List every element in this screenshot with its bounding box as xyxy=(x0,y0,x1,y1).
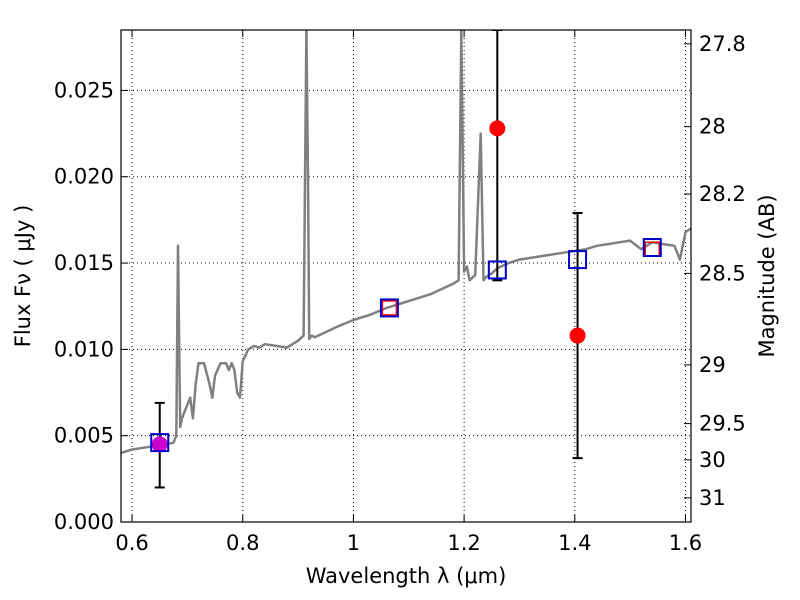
y-tick-label: 0.010 xyxy=(54,337,114,361)
model-box xyxy=(642,238,662,258)
x-axis-label: Wavelength λ (μm) xyxy=(306,564,507,588)
axes: 0.6 0.8 1 1.2 1.4 1.6 0.000 0.005 0.010 0.015 0.02… xyxy=(54,29,746,555)
y-tick-label: 0.000 xyxy=(54,510,114,534)
plot-area xyxy=(121,30,691,489)
y-tick-label: 0.015 xyxy=(54,251,114,275)
model-box xyxy=(379,298,399,318)
model-box xyxy=(568,250,588,270)
right-tick-label: 28.5 xyxy=(699,261,746,285)
magenta-point xyxy=(151,436,168,453)
right-tick-label: 29 xyxy=(699,353,726,377)
x-tick-label: 0.6 xyxy=(115,531,148,555)
model-box xyxy=(487,260,507,280)
right-axis-label: Magnitude (AB) xyxy=(755,194,779,357)
model-box xyxy=(150,433,170,453)
y-tick-label: 0.025 xyxy=(54,78,114,102)
observed-point xyxy=(489,120,506,137)
right-tick-label: 27.8 xyxy=(699,32,746,56)
spectrum-line xyxy=(121,30,691,455)
right-tick-label: 28.2 xyxy=(699,182,746,206)
grid xyxy=(121,30,691,523)
x-tick-label: 0.8 xyxy=(226,531,259,555)
x-tick-label: 1 xyxy=(347,531,360,555)
observed-point xyxy=(569,327,586,344)
right-tick-label: 30 xyxy=(699,448,726,472)
x-tick-label: 1.2 xyxy=(447,531,480,555)
model-small-square xyxy=(381,300,398,316)
right-tick-label: 28 xyxy=(699,115,726,139)
x-tick-label: 1.4 xyxy=(558,531,591,555)
plot-frame xyxy=(120,29,692,523)
y-tick-label: 0.005 xyxy=(54,424,114,448)
right-tick-label: 29.5 xyxy=(699,412,746,436)
y-axis-label: Flux Fν ( μJy ) xyxy=(11,205,35,348)
y-tick-label: 0.020 xyxy=(54,165,114,189)
x-tick-label: 1.6 xyxy=(669,531,702,555)
right-tick-label: 31 xyxy=(699,486,726,510)
